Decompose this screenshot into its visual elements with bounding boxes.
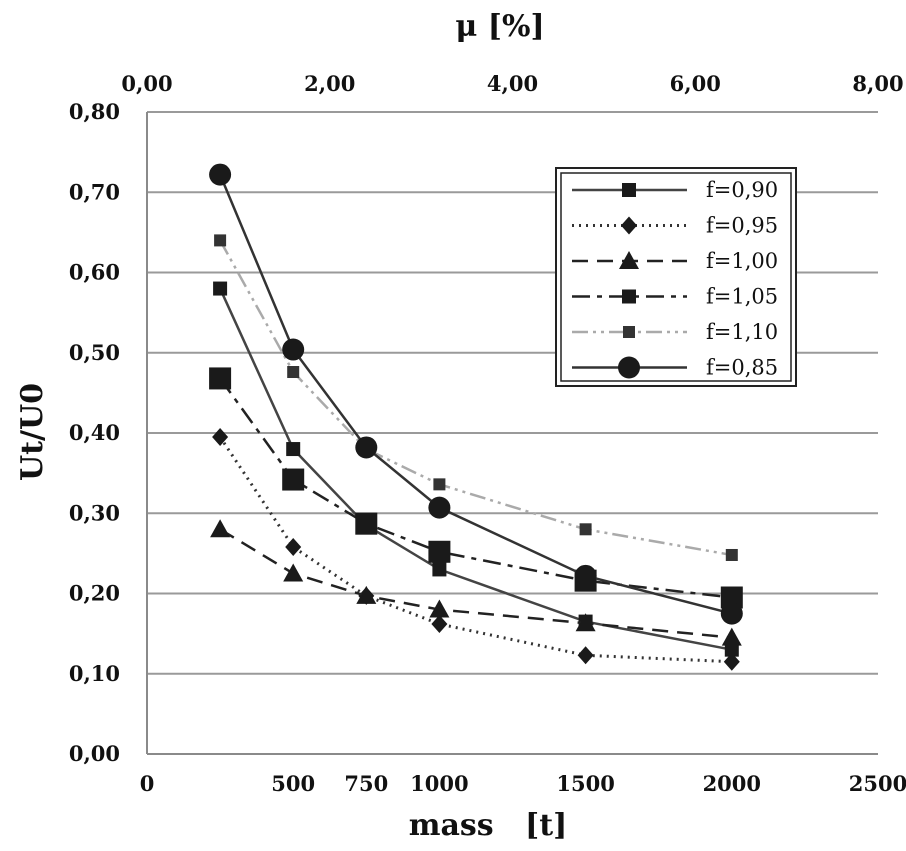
data-point <box>286 442 301 457</box>
legend-marker <box>618 356 640 379</box>
legend-marker <box>622 289 636 304</box>
legend-label: f=0,90 <box>706 178 778 202</box>
series-2 <box>210 519 742 646</box>
data-point <box>212 428 229 447</box>
y-tick-label: 0,50 <box>69 340 120 365</box>
y-tick-label: 0,70 <box>69 179 120 204</box>
y-tick-label: 0,80 <box>69 99 120 124</box>
data-point <box>282 468 305 491</box>
series-1 <box>212 428 740 671</box>
y-tick-label: 0,30 <box>69 500 120 525</box>
x-tick-label: 1000 <box>410 771 468 796</box>
x-tick-label: 500 <box>271 771 315 796</box>
data-point <box>282 338 305 361</box>
legend-label: f=1,00 <box>706 249 778 273</box>
x-axis-title: mass [t] <box>409 808 568 843</box>
legend-inner-frame <box>560 172 792 382</box>
grid-layer <box>147 191 878 675</box>
data-point <box>432 562 447 577</box>
data-point <box>287 366 300 379</box>
top-tick-label: 2,00 <box>304 71 355 96</box>
data-point <box>720 602 743 625</box>
y-tick-label: 0,60 <box>69 260 120 285</box>
top-tick-label: 8,00 <box>852 71 903 96</box>
data-point <box>724 642 739 657</box>
legend-marker <box>619 251 639 269</box>
series-line <box>219 528 732 639</box>
y-axis-title: Ut/U0 <box>15 383 50 481</box>
series-line <box>219 239 733 557</box>
data-point <box>428 496 451 519</box>
data-point <box>577 646 594 665</box>
data-point <box>433 478 446 491</box>
legend: f=0,90 f=0,95 f=1,00 f=1,05 f=1,10 f=0,85 <box>555 167 797 387</box>
top-tick-label: 4,00 <box>487 71 538 96</box>
data-point <box>720 586 743 609</box>
data-point <box>574 564 597 587</box>
data-point <box>209 367 232 390</box>
x-tick-label: 2000 <box>703 771 761 796</box>
legend-label: f=1,05 <box>706 285 778 309</box>
legend-label: f=0,95 <box>706 214 778 238</box>
data-point <box>285 537 302 556</box>
axes-layer <box>146 111 878 755</box>
series-line <box>218 436 732 664</box>
y-tick-label: 0,00 <box>69 741 120 766</box>
legend-label: f=1,10 <box>706 320 778 344</box>
data-point <box>356 585 377 604</box>
y-tick-label: 0,20 <box>69 581 120 606</box>
series-line <box>218 174 733 615</box>
data-point <box>355 436 378 459</box>
top-axis-title: μ [%] <box>455 9 544 44</box>
data-point <box>209 163 232 186</box>
x-tick-label: 0 <box>140 771 155 796</box>
data-point <box>575 613 596 632</box>
top-tick-label: 0,00 <box>121 71 172 96</box>
y-tick-label: 0,40 <box>69 420 120 445</box>
data-point <box>431 614 448 633</box>
legend-marker <box>621 216 637 235</box>
x-tick-label: 2500 <box>849 771 906 796</box>
data-point <box>214 234 227 247</box>
data-point <box>355 512 378 535</box>
legend-marker <box>623 326 635 338</box>
top-tick-label: 6,00 <box>670 71 721 96</box>
data-point <box>210 519 231 538</box>
series-line <box>219 377 732 599</box>
series-5 <box>209 163 743 625</box>
x-tick-label: 750 <box>344 771 388 796</box>
data-point <box>283 563 304 582</box>
data-point <box>725 548 738 561</box>
data-point <box>579 523 592 536</box>
x-tick-label: 1500 <box>556 771 614 796</box>
data-point <box>723 652 740 671</box>
data-point <box>428 540 451 563</box>
legend-label: f=0,85 <box>706 356 778 380</box>
series-layer <box>209 163 743 671</box>
data-point <box>429 599 450 618</box>
data-point <box>213 281 228 296</box>
legend-frame <box>555 167 797 387</box>
y-tick-label: 0,10 <box>69 661 120 686</box>
ticks-layer: 0,00 0,10 0,20 0,30 0,40 0,50 0,60 0,70 0,80 0 500… <box>69 71 906 796</box>
data-point <box>721 627 742 646</box>
legend-marker <box>622 183 636 197</box>
